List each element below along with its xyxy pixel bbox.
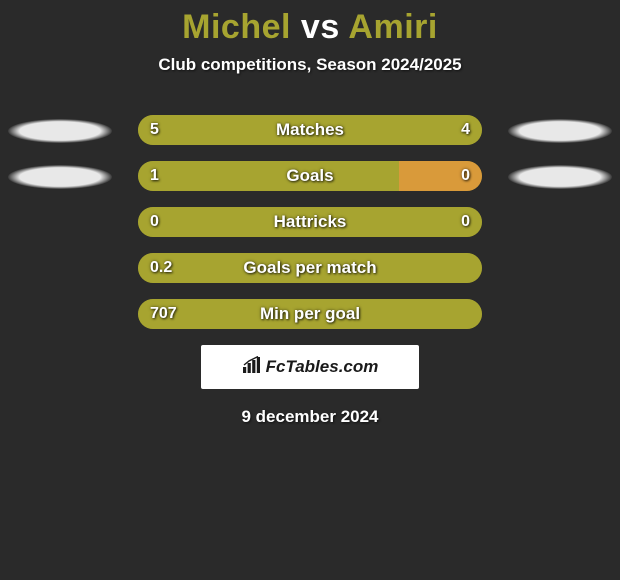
page-title: Michel vs Amiri — [0, 0, 620, 47]
stat-label: Min per goal — [138, 299, 482, 329]
logo: FcTables.com — [242, 356, 379, 379]
stat-label: Goals per match — [138, 253, 482, 283]
stat-label: Hattricks — [138, 207, 482, 237]
title-player2: Amiri — [348, 8, 437, 46]
title-vs: vs — [301, 8, 340, 46]
date-label: 9 december 2024 — [0, 407, 620, 427]
bar-chart-icon — [242, 356, 262, 379]
subtitle: Club competitions, Season 2024/2025 — [0, 55, 620, 75]
stat-label: Goals — [138, 161, 482, 191]
shadow-ellipse-left — [8, 119, 112, 143]
shadow-ellipse-right — [508, 119, 612, 143]
logo-text: FcTables.com — [266, 357, 379, 377]
title-player1: Michel — [182, 8, 291, 46]
shadow-ellipse-left — [8, 165, 112, 189]
stat-row: 54Matches — [0, 115, 620, 145]
stat-row: 707Min per goal — [0, 299, 620, 329]
stats-container: 54Matches 10Goals 00Hattricks 0.2Goals per … — [0, 115, 620, 329]
shadow-ellipse-right — [508, 165, 612, 189]
stat-label: Matches — [138, 115, 482, 145]
stat-row: 10Goals — [0, 161, 620, 191]
stat-row: 00Hattricks — [0, 207, 620, 237]
logo-box: FcTables.com — [201, 345, 419, 389]
stat-row: 0.2Goals per match — [0, 253, 620, 283]
